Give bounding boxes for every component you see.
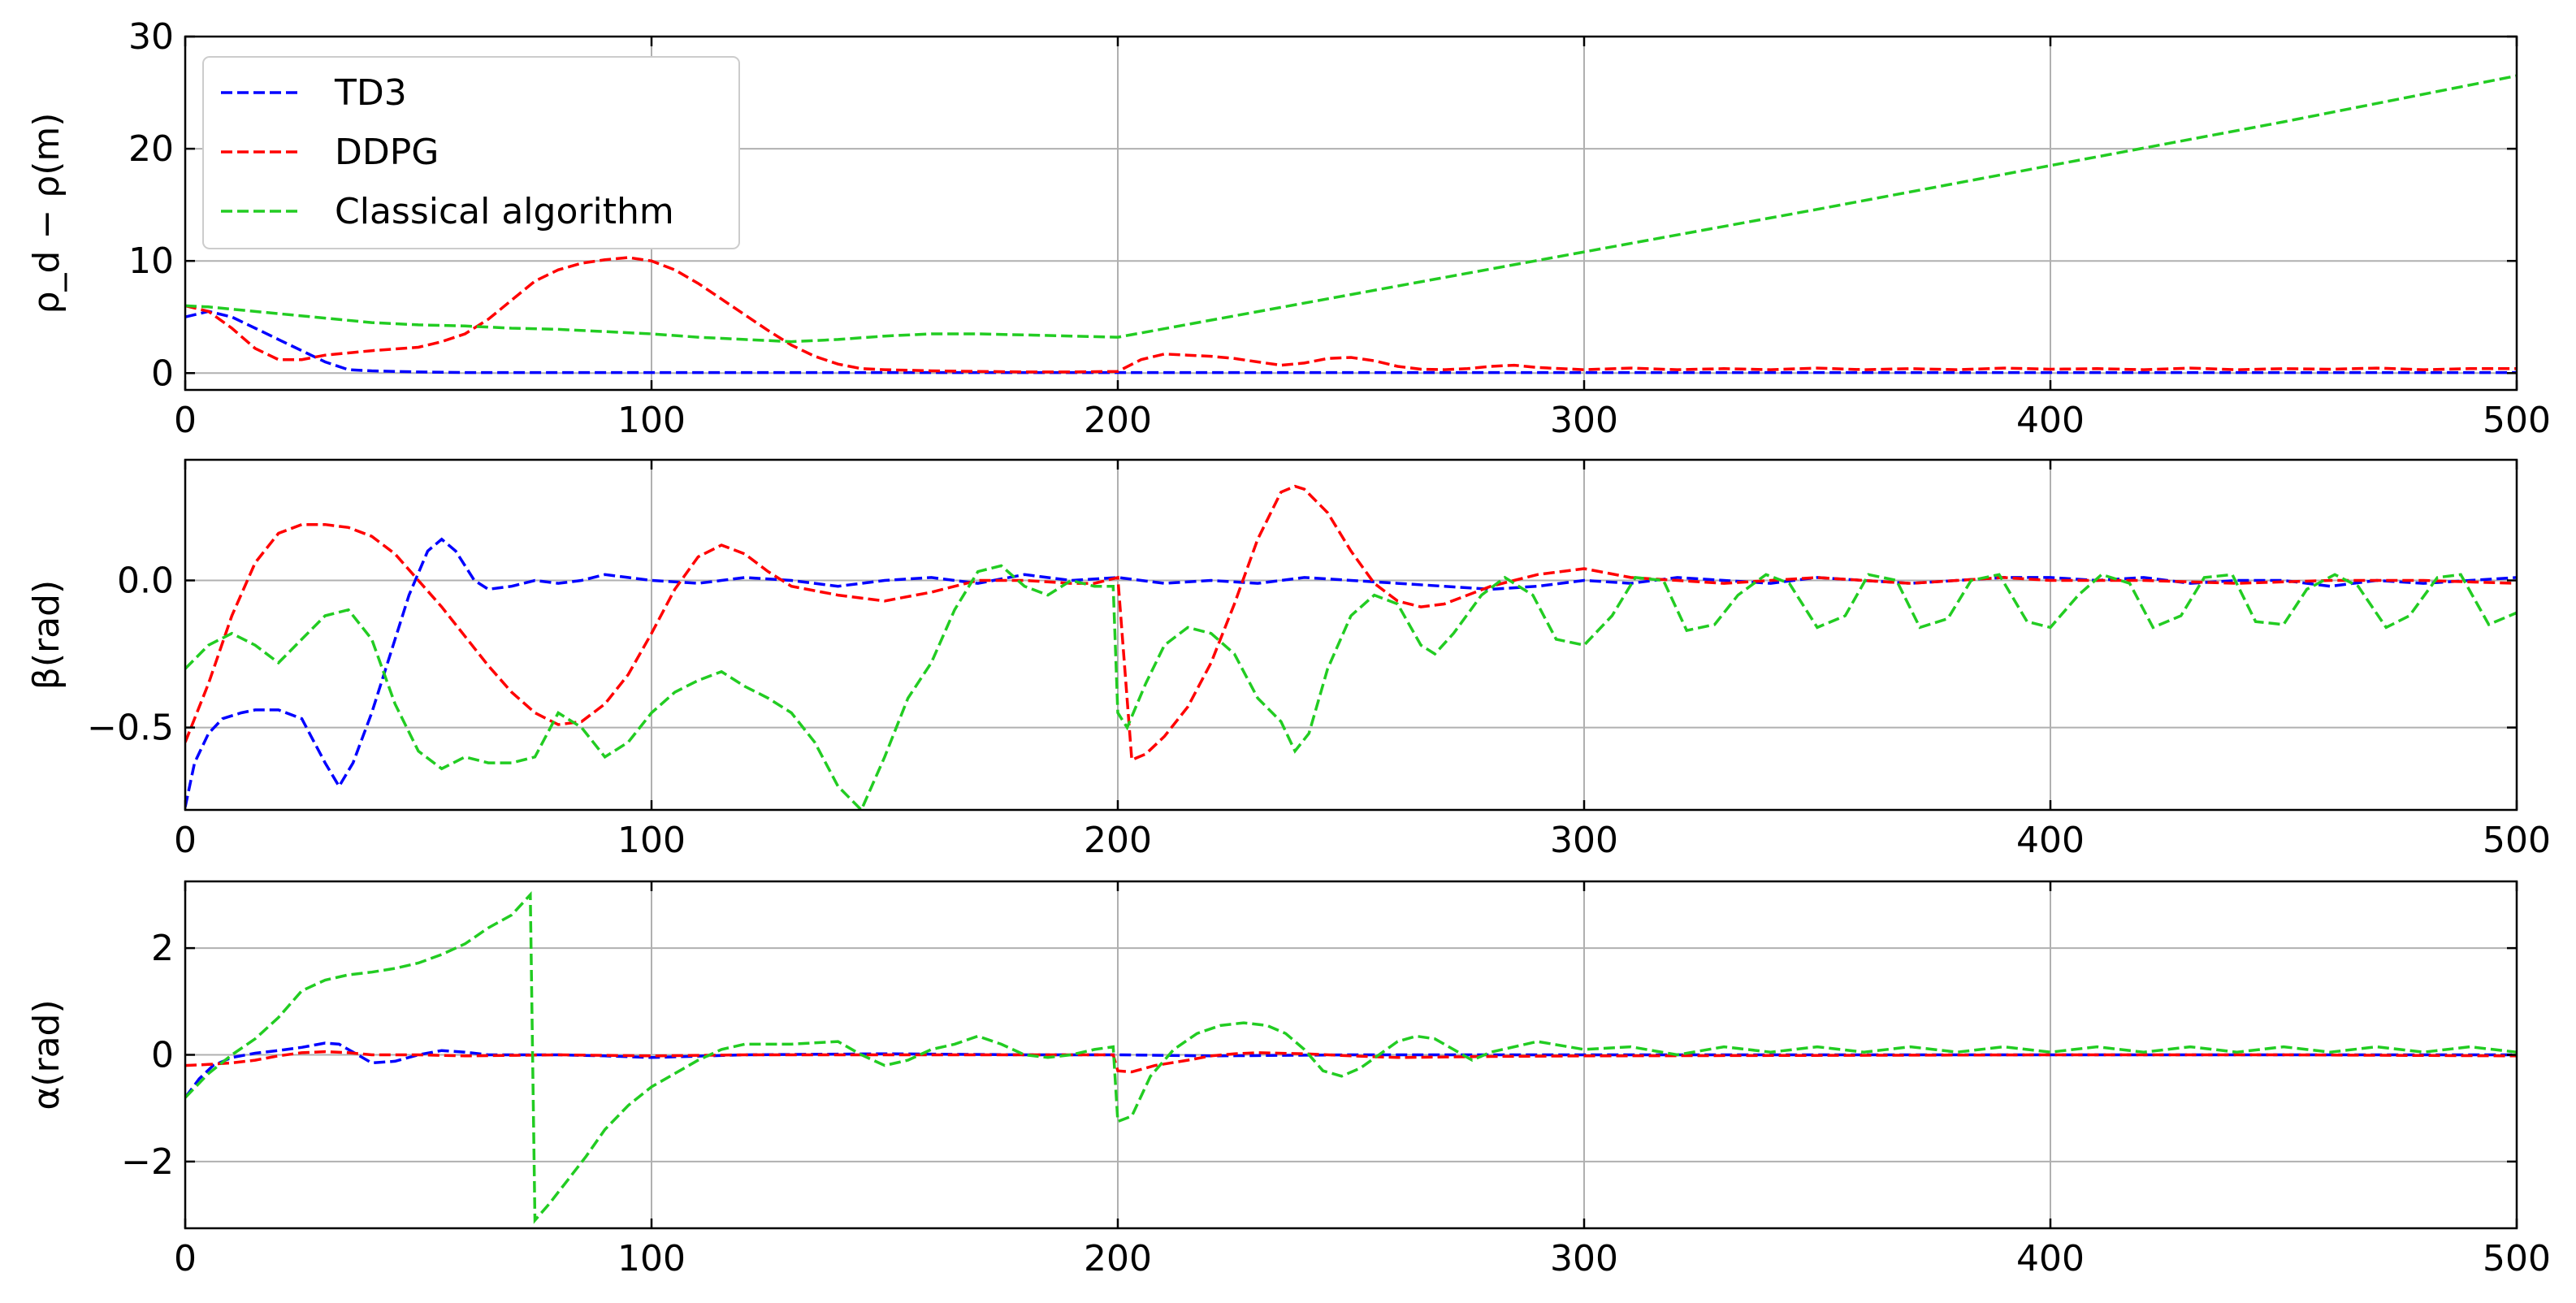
legend: TD3 DDPG Classical algorithm bbox=[202, 56, 740, 249]
legend-box bbox=[202, 56, 740, 249]
x-tick-label: 100 bbox=[617, 820, 686, 861]
legend-label: Classical algorithm bbox=[335, 191, 674, 232]
x-tick-label: 300 bbox=[1550, 400, 1618, 441]
series-line-ddpg bbox=[185, 484, 2517, 762]
chart-panel-1: 0 100 200 300 400 500 0 10 20 30 ρ_d − ρ(m) bbox=[26, 16, 2551, 441]
series-line-td3 bbox=[185, 1041, 2517, 1099]
y-tick-label: 10 bbox=[128, 240, 174, 282]
x-tick-label: 100 bbox=[617, 1238, 686, 1279]
x-tick-label: 200 bbox=[1084, 400, 1152, 441]
y-tick-label: 0 bbox=[151, 353, 174, 394]
x-tick-label: 0 bbox=[174, 820, 197, 861]
y-tick-label: −2 bbox=[121, 1141, 174, 1183]
x-tick-label: 200 bbox=[1084, 1238, 1152, 1279]
x-tick-label: 400 bbox=[2016, 820, 2085, 861]
x-tick-label: 500 bbox=[2483, 400, 2551, 441]
legend-label: TD3 bbox=[334, 72, 407, 114]
series-line-ddpg bbox=[185, 1050, 2517, 1074]
series-line-classical-algorithm bbox=[185, 74, 2517, 344]
x-tick-label: 400 bbox=[2016, 400, 2085, 441]
x-tick-label: 400 bbox=[2016, 1238, 2085, 1279]
y-axis-label: α(rad) bbox=[26, 999, 67, 1110]
chart-panel-3: 0 100 200 300 400 500 −2 0 2 α(rad) bbox=[26, 880, 2551, 1279]
y-tick-label: 2 bbox=[151, 928, 174, 969]
y-tick-label: 20 bbox=[128, 128, 174, 170]
x-tick-label: 500 bbox=[2483, 820, 2551, 861]
series-line-td3 bbox=[185, 537, 2517, 807]
series-line-ddpg bbox=[185, 256, 2517, 374]
y-axis-label: ρ_d − ρ(m) bbox=[26, 113, 67, 314]
x-tick-label: 300 bbox=[1550, 820, 1618, 861]
y-tick-label: −0.5 bbox=[87, 708, 174, 749]
y-tick-label: 30 bbox=[128, 16, 174, 58]
series-line-classical-algorithm bbox=[185, 890, 2517, 1224]
y-tick-label: 0 bbox=[151, 1035, 174, 1076]
x-tick-label: 200 bbox=[1084, 820, 1152, 861]
axes-frame bbox=[184, 458, 2518, 812]
legend-label: DDPG bbox=[335, 132, 439, 173]
y-axis-label: β(rad) bbox=[26, 580, 67, 690]
x-tick-label: 300 bbox=[1550, 1238, 1618, 1279]
x-tick-label: 0 bbox=[174, 400, 197, 441]
y-tick-label: 0.0 bbox=[117, 560, 174, 601]
x-tick-label: 100 bbox=[617, 400, 686, 441]
axes-frame bbox=[184, 35, 2518, 392]
series-line-td3 bbox=[185, 310, 2517, 374]
series-line-classical-algorithm bbox=[185, 564, 2517, 810]
x-tick-label: 0 bbox=[174, 1238, 197, 1279]
x-tick-label: 500 bbox=[2483, 1238, 2551, 1279]
chart-panel-2: 0 100 200 300 400 500 −0.5 0.0 β(rad) bbox=[26, 458, 2551, 861]
